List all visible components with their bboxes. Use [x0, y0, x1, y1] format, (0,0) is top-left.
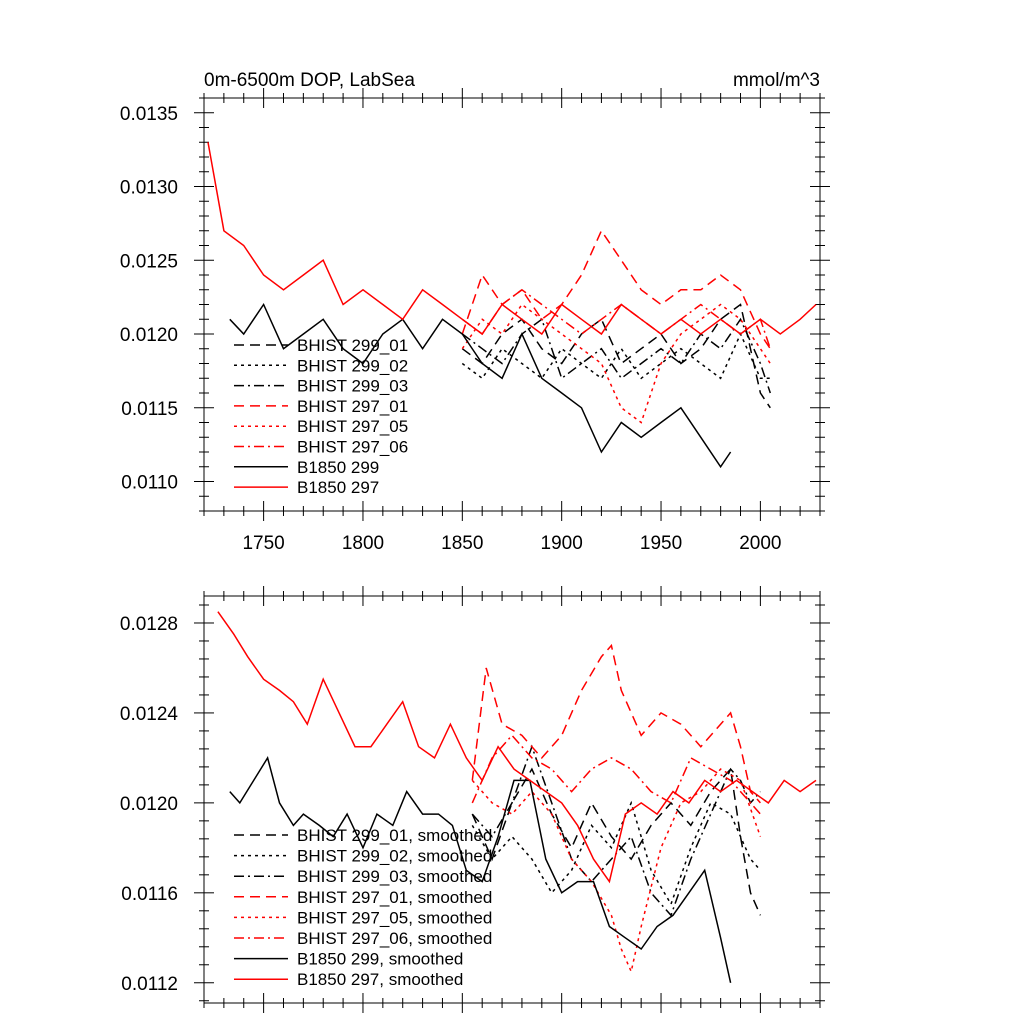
legend-label: BHIST 297_06, smoothed — [297, 929, 492, 948]
y-tick-label: 0.0130 — [120, 178, 178, 199]
series-line-4 — [461, 229, 771, 350]
series-line-1 — [461, 303, 771, 409]
y-tick-label: 0.0135 — [120, 104, 178, 125]
legend-label: BHIST 299_03, smoothed — [297, 867, 492, 886]
x-tick-label: 1900 — [541, 533, 583, 554]
series-line-3 — [471, 744, 761, 917]
legend-label: BHIST 299_02, smoothed — [297, 847, 492, 866]
x-tick-label: 1800 — [342, 533, 384, 554]
legend-label: BHIST 297_01 — [297, 397, 408, 416]
legend-label: B1850 297, smoothed — [297, 970, 463, 989]
legend-label: BHIST 297_01, smoothed — [297, 888, 492, 907]
series-line-7 — [229, 302, 732, 469]
bottom-panel: 0.0112 0.0116 0.0120 0.0124 0.0128 BHIST 299_… — [120, 586, 830, 1013]
legend: BHIST 299_01, smoothed BHIST 299_02, smoo… — [234, 826, 492, 989]
series-line-2 — [471, 800, 761, 906]
y-tick-label: 0.0110 — [121, 473, 178, 494]
x-tick-label: 1950 — [640, 533, 682, 554]
y-tick-label: 0.0125 — [120, 251, 178, 272]
series-line-8 — [207, 142, 817, 336]
legend-label: B1850 297 — [297, 478, 379, 497]
plot-frame — [203, 595, 821, 1004]
y-tick-label: 0.0120 — [120, 794, 178, 815]
legend-label: BHIST 299_01 — [297, 336, 408, 355]
legend-label: BHIST 297_05 — [297, 417, 408, 436]
chart-title: 0m-6500m DOP, LabSea — [204, 70, 415, 91]
legend-label: B1850 299 — [297, 458, 379, 477]
x-tick-label: 1750 — [242, 533, 284, 554]
y-tick-label: 0.0116 — [121, 884, 178, 905]
x-tick-label: 1850 — [441, 533, 483, 554]
legend-label: BHIST 297_06 — [297, 438, 408, 457]
y-tick-label: 0.0115 — [121, 399, 178, 420]
legend-label: BHIST 299_02 — [297, 356, 408, 375]
y-tick-label: 0.0124 — [120, 704, 179, 725]
y-tick-label: 0.0120 — [120, 325, 178, 346]
legend-label: BHIST 299_03 — [297, 377, 408, 396]
series-line-6 — [471, 734, 761, 815]
series-line-4 — [471, 643, 761, 804]
x-tick-label: 2000 — [739, 533, 781, 554]
series-line-6 — [461, 288, 772, 349]
legend-label: BHIST 299_01, smoothed — [297, 826, 492, 845]
series-line-5 — [471, 768, 762, 974]
chart-units-label: mmol/m^3 — [733, 70, 820, 91]
legend-label: B1850 299, smoothed — [297, 950, 463, 969]
series-line-8 — [217, 611, 817, 884]
legend-label: BHIST 297_05, smoothed — [297, 908, 492, 927]
y-tick-label: 0.0128 — [120, 614, 178, 635]
y-tick-label: 0.0112 — [121, 974, 178, 995]
series-line-3 — [461, 317, 772, 394]
top-panel: 1750 1800 1850 1900 1950 2000 0.0110 0.0115 0.01… — [120, 88, 830, 554]
series-line-7 — [229, 756, 732, 983]
